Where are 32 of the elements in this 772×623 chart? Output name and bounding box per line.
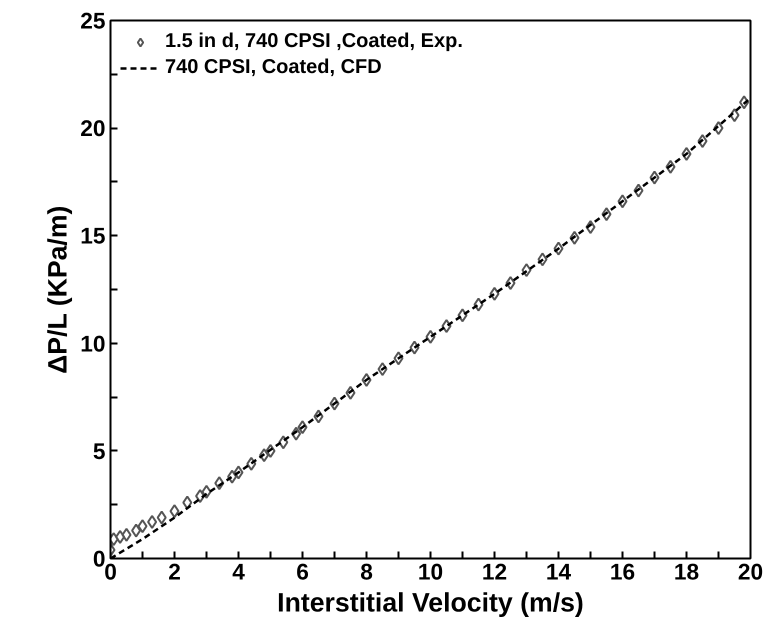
x-tick-label: 4 xyxy=(232,558,246,584)
point xyxy=(259,448,270,462)
x-tick-label: 6 xyxy=(296,558,309,584)
y-tick-label: 25 xyxy=(80,8,106,34)
x-tick-label: 2 xyxy=(168,558,181,584)
point xyxy=(131,524,142,538)
point xyxy=(156,510,167,525)
x-tick-label: 8 xyxy=(360,558,373,584)
point xyxy=(214,476,224,490)
point xyxy=(227,470,238,484)
y-tick-label: 10 xyxy=(80,330,106,356)
point xyxy=(291,426,302,441)
x-tick-label: 18 xyxy=(674,558,700,584)
point xyxy=(739,95,750,110)
x-tick-label: 10 xyxy=(418,558,444,584)
point xyxy=(115,530,126,544)
y-tick-label: 5 xyxy=(92,438,106,464)
point xyxy=(246,456,256,471)
point xyxy=(147,514,158,529)
x-tick-label: 20 xyxy=(738,558,764,584)
y-tick-label: 15 xyxy=(80,222,106,249)
point xyxy=(195,489,206,504)
legend-label: 740 CPSI, Coated, CFD xyxy=(165,56,382,79)
legend-label: 1.5 in d, 740 CPSI ,Coated, Exp. xyxy=(165,30,463,53)
x-tick-label: 12 xyxy=(482,558,508,584)
x-tick-label: 14 xyxy=(546,558,572,584)
point xyxy=(182,496,192,510)
y-tick-label: 20 xyxy=(80,115,106,142)
x-axis-title: Interstitial Velocity (m/s) xyxy=(277,588,584,618)
x-tick-label: 16 xyxy=(610,558,636,584)
point xyxy=(278,435,288,450)
y-axis-title: ΔP/L (KPa/m) xyxy=(42,206,72,374)
